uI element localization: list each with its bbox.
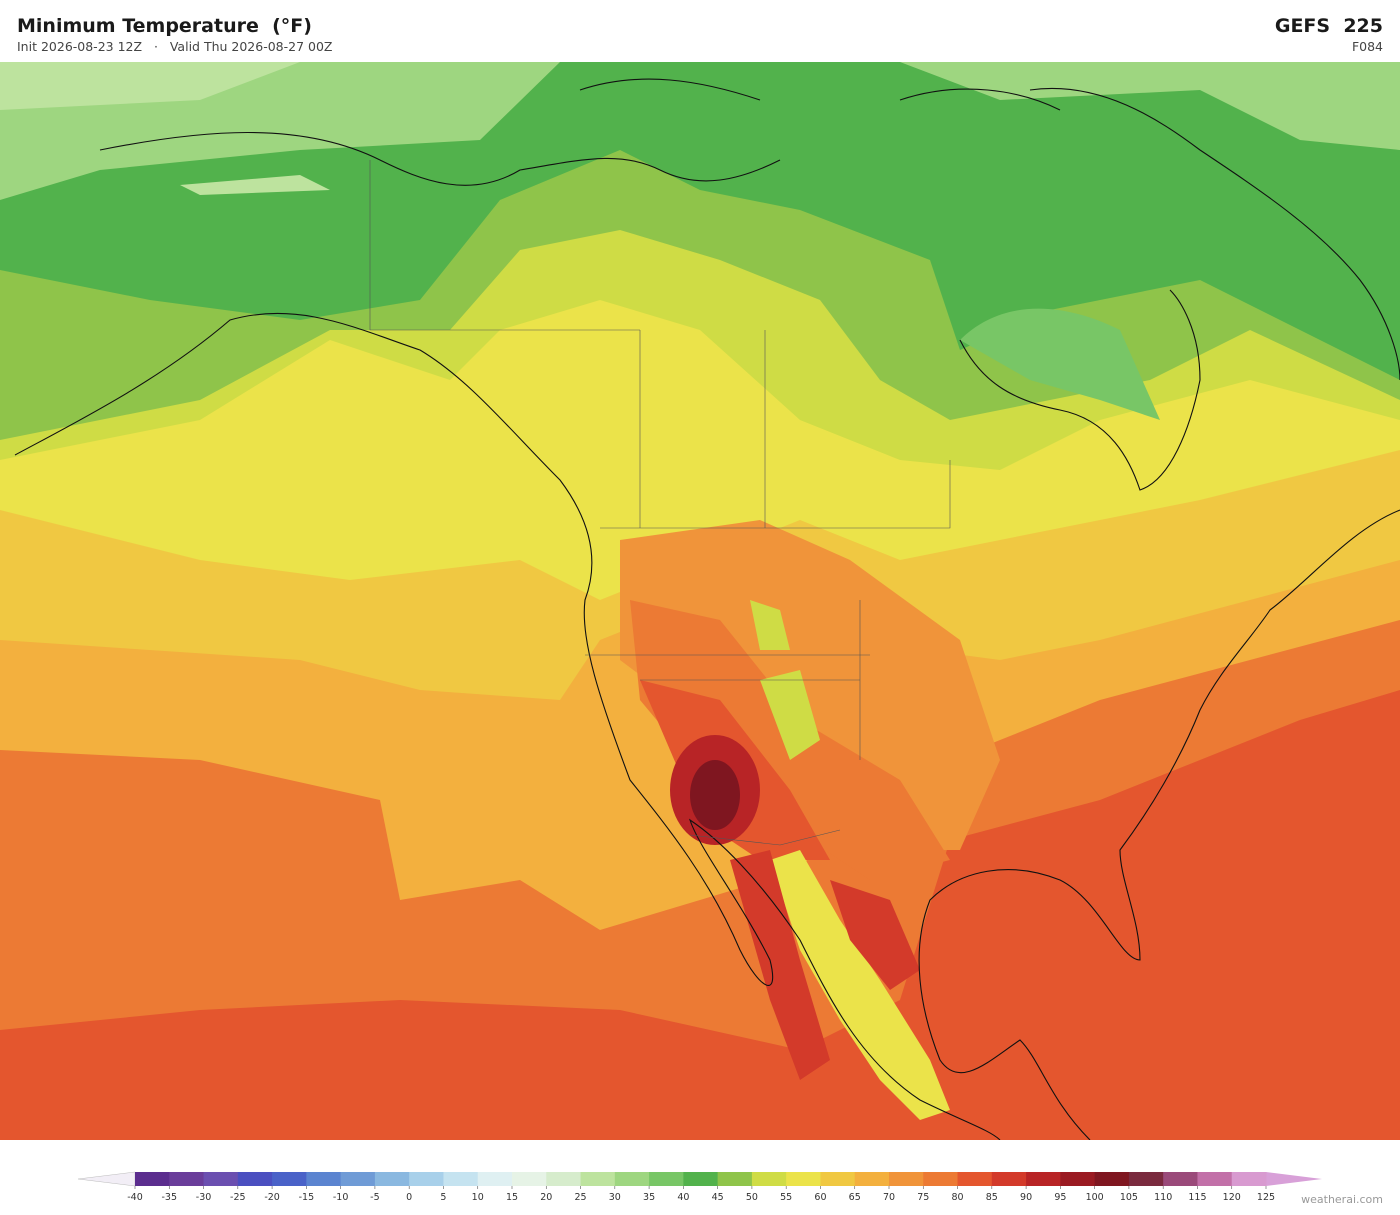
colorbar-segment: [1128, 1172, 1164, 1186]
coastline: [14, 78, 1400, 1140]
colorbar-segment: [409, 1172, 444, 1186]
colorbar-tick-label: 100: [1086, 1192, 1104, 1203]
colorbar-segment: [546, 1172, 582, 1186]
colorbar-tick-label: 105: [1120, 1192, 1138, 1203]
field-band: [960, 308, 1160, 420]
colorbar-tick-label: 30: [609, 1192, 621, 1203]
colorbar-tick-label: -35: [162, 1192, 178, 1203]
colorbar-segment: [477, 1172, 513, 1186]
hot-core: [690, 760, 740, 830]
colorbar-tick-label: 120: [1223, 1192, 1241, 1203]
colorbar-segment: [443, 1172, 479, 1186]
colorbar-segment: [1094, 1172, 1130, 1186]
colorbar-tick-label: 35: [643, 1192, 655, 1203]
colorbar-tick-label: 0: [406, 1192, 412, 1203]
colorbar-segment: [512, 1172, 547, 1186]
colorbar-segment: [306, 1172, 342, 1186]
colorbar-segment: [923, 1172, 959, 1186]
colorbar-segment: [1163, 1172, 1198, 1186]
colorbar-tick-label: -15: [299, 1192, 315, 1203]
field-band: [0, 62, 330, 195]
colorbar-tick-label: 110: [1154, 1192, 1172, 1203]
colorbar-segment: [786, 1172, 821, 1186]
colorbar-over: [1266, 1172, 1322, 1186]
colorbar: -40 -35 -30 -25 -20 -15 -10 -5 0 5 10 15 20 25 30 35 40 4…: [77, 1171, 1322, 1203]
colorbar-tick-label: 45: [712, 1192, 724, 1203]
colorbar-segment: [957, 1172, 993, 1186]
colorbar-segment: [854, 1172, 890, 1186]
colorbar-segment: [683, 1172, 719, 1186]
map-subtitle: Init 2026-08-23 12Z · Valid Thu 2026-08-…: [17, 39, 333, 54]
colorbar-segment: [272, 1172, 307, 1186]
colorbar-segment: [374, 1172, 410, 1186]
colorbar-segment: [820, 1172, 856, 1186]
colorbar-tick-label: -20: [264, 1192, 280, 1203]
highland-region: [770, 850, 950, 1120]
colorbar-tick-label: 10: [472, 1192, 484, 1203]
colorbar-tick-label: 15: [506, 1192, 518, 1203]
map-title: Minimum Temperature (°F): [17, 15, 312, 37]
colorbar-tick-label: 65: [849, 1192, 861, 1203]
colorbar-segment: [237, 1172, 273, 1186]
colorbar-segment: [135, 1172, 170, 1186]
colorbar-tick-label: 90: [1020, 1192, 1032, 1203]
colorbar-segment: [717, 1172, 753, 1186]
colorbar-segment: [889, 1172, 924, 1186]
colorbar-tick-label: 85: [986, 1192, 998, 1203]
colorbar-tick-label: -30: [196, 1192, 212, 1203]
temperature-map: [0, 62, 1400, 1140]
colorbar-tick-label: -10: [333, 1192, 349, 1203]
colorbar-segment: [1026, 1172, 1061, 1186]
colorbar-tick-label: 75: [917, 1192, 929, 1203]
colorbar-segment: [169, 1172, 205, 1186]
colorbar-under: [77, 1171, 136, 1187]
colorbar-tick-label: 80: [951, 1192, 963, 1203]
colorbar-tick-label: 70: [883, 1192, 895, 1203]
colorbar-segment: [991, 1172, 1027, 1186]
colorbar-tick-label: 125: [1257, 1192, 1275, 1203]
model-label: GEFS 225: [1274, 15, 1383, 37]
border: [369, 160, 951, 846]
colorbar-tick-label: 60: [814, 1192, 826, 1203]
forecast-hour: F084: [1351, 39, 1383, 54]
colorbar-tick-label: -5: [370, 1192, 379, 1203]
colorbar-tick-label: -25: [230, 1192, 246, 1203]
colorbar-tick-label: 55: [780, 1192, 792, 1203]
watermark: weatherai.com: [1301, 1193, 1383, 1206]
colorbar-tick-label: 5: [440, 1192, 446, 1203]
colorbar-segment: [1197, 1172, 1233, 1186]
colorbar-segment: [1231, 1172, 1267, 1186]
colorbar-tick-label: 115: [1188, 1192, 1206, 1203]
colorbar-tick-label: 40: [677, 1192, 689, 1203]
colorbar-segment: [203, 1172, 239, 1186]
colorbar-segment: [649, 1172, 684, 1186]
colorbar-tick-label: 20: [540, 1192, 552, 1203]
colorbar-tick-label: 50: [746, 1192, 758, 1203]
colorbar-segment: [1060, 1172, 1096, 1186]
colorbar-tick-label: 25: [574, 1192, 586, 1203]
hot-region: [620, 520, 1000, 850]
colorbar-tick-label: 95: [1054, 1192, 1066, 1203]
colorbar-segment: [614, 1172, 650, 1186]
colorbar-segment: [580, 1172, 616, 1186]
colorbar-tick-label: -40: [127, 1192, 143, 1203]
colorbar-segment: [340, 1172, 376, 1186]
colorbar-segment: [751, 1172, 787, 1186]
field-band: [0, 62, 1400, 200]
